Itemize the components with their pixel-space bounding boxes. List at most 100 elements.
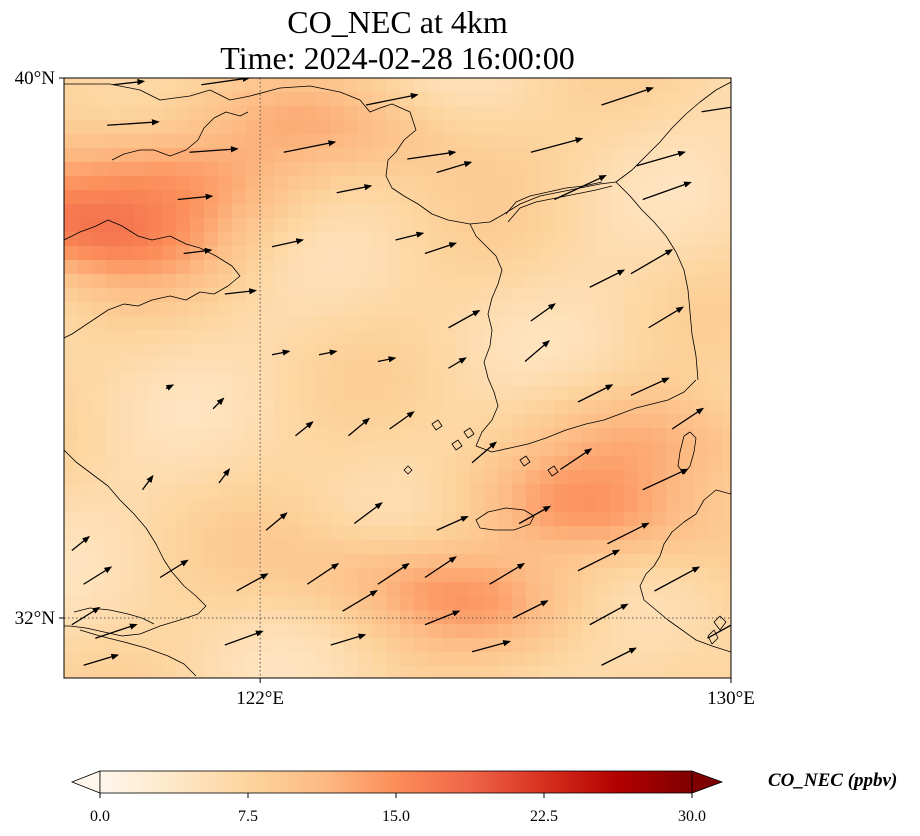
field-cell [400,120,415,135]
field-cell [372,582,387,597]
field-cell [176,610,191,625]
field-cell [694,246,709,261]
field-cell [456,92,471,107]
field-cell [680,484,695,499]
field-cell [274,526,289,541]
field-cell [148,666,163,678]
field-cell [92,484,107,499]
wind-arrow [336,184,373,194]
field-cell [78,568,93,583]
field-cell [344,92,359,107]
field-cell [694,232,709,247]
field-cell [372,148,387,163]
field-cell [218,316,233,331]
field-cell [694,330,709,345]
field-cell [316,470,331,485]
field-cell [260,666,275,678]
field-cell [246,442,261,457]
field-cell [582,316,597,331]
field-cell [666,274,681,289]
field-cell [568,596,583,611]
field-cell [386,302,401,317]
field-cell [190,442,205,457]
field-cell [694,92,709,107]
field-cell [358,92,373,107]
field-cell [512,582,527,597]
field-cell [302,498,317,513]
field-cell [470,470,485,485]
field-cell [666,260,681,275]
field-cell [526,218,541,233]
wind-arrow [236,573,269,592]
field-cell [428,638,443,653]
wind-arrow [471,441,498,464]
field-cell [372,386,387,401]
wind-arrow [83,566,113,585]
field-cell [694,568,709,583]
field-cell [120,176,135,191]
field-cell [526,330,541,345]
field-cell [386,638,401,653]
field-cell [260,204,275,219]
field-cell [414,358,429,373]
field-cell [722,582,731,597]
field-cell [120,498,135,513]
field-cell [428,372,443,387]
field-cell [386,470,401,485]
field-cell [624,344,639,359]
field-cell [414,414,429,429]
field-cell [540,526,555,541]
field-cell [708,624,723,639]
field-cell [204,596,219,611]
field-cell [540,554,555,569]
wind-arrow [554,175,607,201]
field-cell [498,652,513,667]
field-cell [190,624,205,639]
field-cell [680,162,695,177]
field-cell [302,582,317,597]
field-cell [708,428,723,443]
field-cell [610,120,625,135]
field-cell [708,246,723,261]
field-cell [722,204,731,219]
field-cell [372,624,387,639]
field-cell [568,260,583,275]
field-cell [470,666,485,678]
field-cell [568,372,583,387]
field-cell [204,386,219,401]
field-cell [246,372,261,387]
field-cell [218,288,233,303]
field-cell [680,148,695,163]
field-cell [610,274,625,289]
field-cell [162,610,177,625]
field-cell [414,456,429,471]
field-cell [694,148,709,163]
coastline-liaodong-west [111,111,249,161]
field-cell [680,498,695,513]
field-cell [330,652,345,667]
field-cell [316,134,331,149]
korea-sw-islands [403,419,559,477]
field-cell [246,106,261,121]
field-cell [162,232,177,247]
field-cell [78,414,93,429]
field-cell [106,470,121,485]
field-cell [414,498,429,513]
field-cell [596,106,611,121]
field-cell [708,400,723,415]
field-cell [78,92,93,107]
field-cell [176,232,191,247]
field-cell [610,400,625,415]
field-cell [694,456,709,471]
field-cell [652,190,667,205]
field-cell [162,624,177,639]
field-cell [470,344,485,359]
field-cell [722,652,731,667]
field-cell [456,316,471,331]
field-cell [708,274,723,289]
field-cell [456,274,471,289]
field-cell [596,666,611,678]
field-cell [708,358,723,373]
field-cell [624,302,639,317]
field-cell [568,526,583,541]
